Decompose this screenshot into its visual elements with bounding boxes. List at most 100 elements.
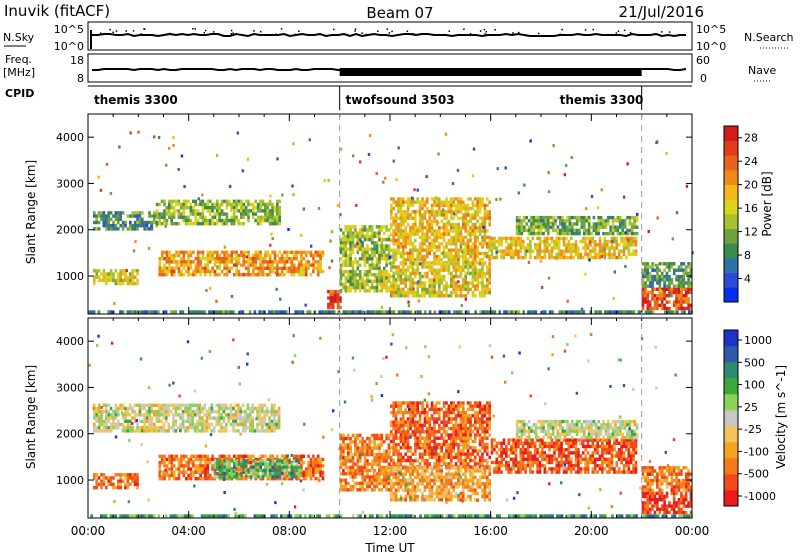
echo-cell — [486, 284, 489, 288]
echo-cell — [276, 477, 279, 481]
echo-cell — [358, 263, 362, 267]
echo-cell — [648, 274, 652, 279]
echo-cell — [129, 403, 132, 407]
echo-cell — [380, 276, 384, 280]
echo-cell — [361, 285, 364, 290]
echo-cell — [354, 449, 357, 454]
echo-cell — [404, 213, 407, 217]
echo-cell — [189, 406, 192, 411]
echo-cell — [220, 457, 224, 462]
echo-cell — [450, 229, 453, 233]
echo-cell — [314, 470, 318, 474]
echo-cell — [394, 248, 398, 252]
echo-cell — [621, 231, 624, 236]
echo-cell — [172, 209, 176, 213]
echo-cell — [247, 461, 250, 465]
echo-cell — [280, 257, 284, 261]
echo-cell — [312, 464, 315, 468]
echo-cell — [344, 459, 348, 463]
echo-cell — [428, 268, 431, 272]
echo-cell — [339, 436, 343, 441]
echo-cell — [488, 213, 491, 217]
echo-cell — [495, 255, 499, 260]
echo-cell — [93, 275, 96, 279]
echo-cell — [433, 229, 436, 233]
echo-cell — [532, 228, 536, 233]
echo-cell — [276, 266, 279, 270]
echo-cell — [646, 262, 650, 266]
echo-cell — [644, 294, 647, 298]
echo-cell — [273, 410, 276, 414]
echo-cell — [682, 297, 686, 301]
echo-cell — [536, 243, 539, 247]
echo-cell — [194, 263, 198, 267]
echo-cell — [239, 410, 242, 414]
echo-cell — [615, 243, 619, 247]
echo-cell — [447, 271, 451, 276]
echo-cell — [665, 287, 669, 291]
echo-cell — [240, 477, 243, 481]
echo-cell — [602, 231, 605, 236]
echo-cell — [375, 478, 379, 482]
echo-cell — [153, 410, 156, 414]
echo-cell — [363, 273, 367, 277]
echo-cell — [220, 426, 223, 430]
echo-cell — [307, 266, 310, 270]
echo-cell — [129, 281, 132, 286]
echo-cell — [349, 285, 352, 290]
echo-cell — [182, 209, 185, 213]
echo-cell — [188, 310, 192, 314]
echo-cell — [457, 206, 460, 211]
echo-cell — [644, 300, 647, 304]
echo-cell — [399, 242, 403, 246]
echo-cell — [237, 410, 240, 414]
echo-cell — [597, 231, 600, 236]
echo-cell — [300, 464, 303, 468]
echo-cell — [177, 209, 181, 213]
echo-cell — [368, 225, 372, 229]
echo-cell — [276, 209, 279, 213]
echo-cell — [445, 226, 448, 230]
echo-cell — [177, 253, 181, 258]
echo-cell — [189, 467, 193, 471]
echo-cell — [684, 297, 688, 301]
echo-cell — [223, 465, 226, 469]
echo-cell — [225, 218, 229, 223]
echo-cell — [442, 203, 446, 208]
echo-cell — [488, 281, 491, 285]
echo-cell — [571, 228, 574, 233]
echo-cell — [382, 237, 386, 242]
echo-cell — [121, 269, 125, 273]
echo-cell — [302, 250, 306, 254]
echo-cell — [344, 253, 348, 258]
echo-cell — [416, 294, 419, 298]
echo-cell — [445, 268, 448, 272]
echo-cell — [225, 459, 229, 463]
echo-cell — [150, 422, 154, 427]
echo-cell — [107, 224, 110, 228]
echo-cell — [440, 265, 443, 269]
echo-cell — [133, 419, 137, 423]
echo-cell — [162, 429, 166, 433]
echo-cell-sparse — [580, 307, 584, 311]
echo-cell — [433, 251, 436, 256]
echo-cell — [143, 403, 146, 407]
echo-cell — [524, 246, 527, 250]
echo-cell — [363, 468, 367, 473]
echo-cell — [653, 274, 657, 279]
echo-cell — [346, 456, 350, 460]
echo-cell — [109, 227, 113, 231]
echo-cell — [363, 247, 367, 251]
echo-cell — [409, 200, 412, 204]
echo-cell — [483, 226, 487, 230]
echo-cell — [651, 278, 654, 282]
echo-cell — [397, 242, 400, 246]
echo-cell — [155, 202, 159, 207]
echo-cell — [170, 257, 174, 261]
echo-cell — [486, 310, 489, 314]
echo-cell — [321, 250, 325, 254]
echo-cell — [93, 413, 96, 417]
echo-cell — [276, 253, 279, 258]
echo-cell — [230, 468, 234, 473]
echo-cell — [497, 243, 501, 247]
